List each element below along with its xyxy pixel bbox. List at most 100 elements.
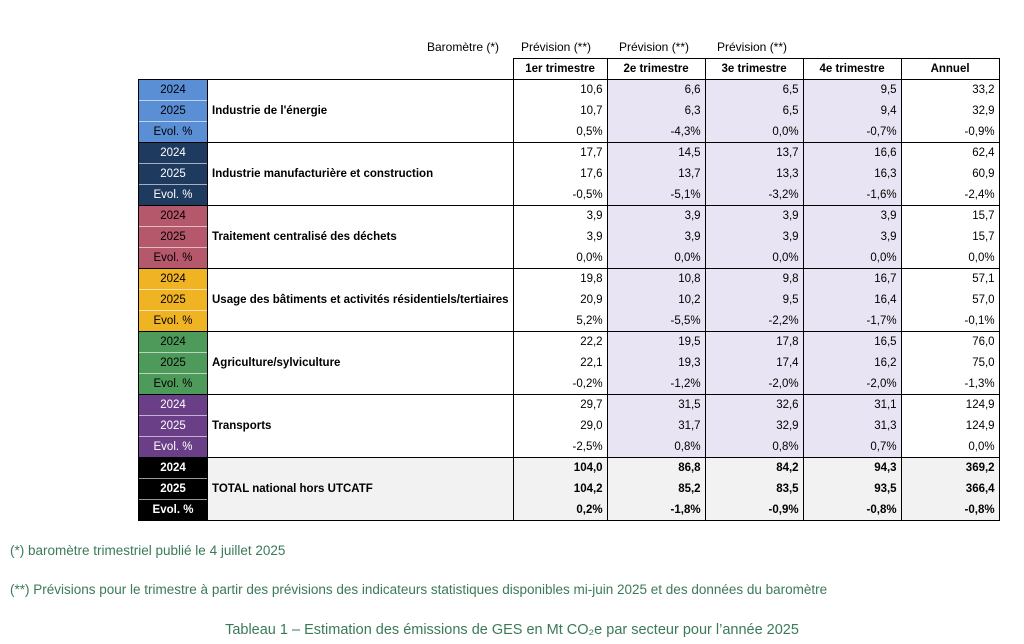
year-label: 2025 [138, 226, 208, 248]
value-cell: 10,6 [512, 79, 608, 101]
year-label: 2024 [138, 79, 208, 101]
value-cell: -0,9% [900, 121, 1000, 143]
table-row: Evol. % -0,5% -5,1% -3,2% -1,6% -2,4% [138, 184, 1000, 206]
value-cell: -0,7% [802, 121, 902, 143]
value-cell: 3,9 [512, 226, 608, 248]
value-cell: -1,7% [802, 310, 902, 332]
sector-name: Usage des bâtiments et activités résiden… [207, 268, 514, 332]
value-cell: 6,6 [606, 79, 706, 101]
year-label: Evol. % [138, 121, 208, 143]
value-cell: 3,9 [802, 205, 902, 227]
value-cell: 9,5 [704, 289, 804, 311]
value-cell: 5,2% [512, 310, 608, 332]
footnote-prevision: (**) Prévisions pour le trimestre à part… [10, 582, 828, 597]
value-cell: -1,3% [900, 373, 1000, 395]
top-header-4: Prévision (**) [717, 40, 788, 54]
top-header-1: Baromètre (*) [427, 40, 500, 54]
value-cell: -5,5% [606, 310, 706, 332]
blank-header-cell [139, 59, 208, 80]
value-cell: 13,7 [704, 142, 804, 164]
value-cell: 57,1 [900, 268, 1000, 290]
table-row: 2024 Transports 29,7 31,5 32,6 31,1 124,9 [138, 394, 1000, 458]
value-cell: 86,8 [606, 457, 706, 479]
table-row: 2024 TOTAL national hors UTCATF 104,0 86,8 8… [138, 457, 1000, 521]
value-cell: 6,3 [606, 100, 706, 122]
value-cell: 13,7 [606, 163, 706, 185]
value-cell: 0,0% [900, 436, 1000, 458]
year-label: 2025 [138, 100, 208, 122]
value-cell: 3,9 [704, 205, 804, 227]
year-label: 2024 [138, 142, 208, 164]
value-cell: 10,7 [512, 100, 608, 122]
value-cell: 31,1 [802, 394, 902, 416]
value-cell: 60,9 [900, 163, 1000, 185]
year-label: 2025 [138, 478, 208, 500]
value-cell: 104,2 [512, 478, 608, 500]
col-header: 2e trimestre [606, 58, 706, 80]
year-label: 2024 [138, 205, 208, 227]
value-cell: 9,4 [802, 100, 902, 122]
sector-name: Transports [207, 394, 514, 458]
value-cell: 19,5 [606, 331, 706, 353]
value-cell: 32,9 [704, 415, 804, 437]
value-cell: 9,5 [802, 79, 902, 101]
footnote-barometre: (*) baromètre trimestriel publié le 4 ju… [10, 543, 286, 558]
table-row: Evol. % 0,0% 0,0% 0,0% 0,0% 0,0% [138, 247, 1000, 269]
value-cell: -2,5% [512, 436, 608, 458]
value-cell: 16,3 [802, 163, 902, 185]
value-cell: 31,7 [606, 415, 706, 437]
value-cell: 33,2 [900, 79, 1000, 101]
value-cell: 0,5% [512, 121, 608, 143]
value-cell: 124,9 [900, 394, 1000, 416]
emissions-table-body: 1er trimestre 2e trimestre 3e trimestre … [138, 58, 1000, 521]
value-cell: 16,5 [802, 331, 902, 353]
value-cell: 29,0 [512, 415, 608, 437]
value-cell: 0,0% [704, 247, 804, 269]
value-cell: 0,2% [512, 499, 608, 521]
table-row: 2024 Agriculture/sylviculture 22,2 19,5 17,8… [138, 331, 1000, 395]
table-row: 2025 20,9 10,2 9,5 16,4 57,0 [138, 289, 1000, 311]
value-cell: 0,8% [704, 436, 804, 458]
table-row: 2025 17,6 13,7 13,3 16,3 60,9 [138, 163, 1000, 185]
value-cell: 85,2 [606, 478, 706, 500]
value-cell: 31,3 [802, 415, 902, 437]
value-cell: 0,7% [802, 436, 902, 458]
col-header: 3e trimestre [704, 58, 804, 80]
value-cell: 32,6 [704, 394, 804, 416]
year-label: 2024 [138, 394, 208, 416]
top-header-2: Prévision (**) [521, 40, 592, 54]
value-cell: 17,7 [512, 142, 608, 164]
value-cell: 10,8 [606, 268, 706, 290]
value-cell: 75,0 [900, 352, 1000, 374]
value-cell: 16,6 [802, 142, 902, 164]
table-row: Evol. % -0,2% -1,2% -2,0% -2,0% -1,3% [138, 373, 1000, 395]
year-label: Evol. % [138, 373, 208, 395]
year-label: Evol. % [138, 184, 208, 206]
value-cell: -1,6% [802, 184, 902, 206]
value-cell: -2,0% [704, 373, 804, 395]
value-cell: 14,5 [606, 142, 706, 164]
table-row: 2024 Usage des bâtiments et activités rés… [138, 268, 1000, 332]
value-cell: -1,8% [606, 499, 706, 521]
year-label: Evol. % [138, 499, 208, 521]
value-cell: 94,3 [802, 457, 902, 479]
table-row: 2025 29,0 31,7 32,9 31,3 124,9 [138, 415, 1000, 437]
value-cell: 366,4 [900, 478, 1000, 500]
value-cell: 31,5 [606, 394, 706, 416]
value-cell: -0,1% [900, 310, 1000, 332]
table-row: 2024 Traitement centralisé des déchets 3,9… [138, 205, 1000, 269]
year-label: 2024 [138, 457, 208, 479]
value-cell: 20,9 [512, 289, 608, 311]
sector-name: Industrie de l'énergie [207, 79, 514, 143]
column-header-row: 1er trimestre 2e trimestre 3e trimestre … [139, 58, 1000, 80]
value-cell: 369,2 [900, 457, 1000, 479]
value-cell: 0,8% [606, 436, 706, 458]
year-label: Evol. % [138, 310, 208, 332]
value-cell: -0,5% [512, 184, 608, 206]
value-cell: -3,2% [704, 184, 804, 206]
value-cell: 22,2 [512, 331, 608, 353]
table-row: 2025 10,7 6,3 6,5 9,4 32,9 [138, 100, 1000, 122]
year-label: 2024 [138, 331, 208, 353]
year-label: 2025 [138, 415, 208, 437]
year-label: Evol. % [138, 436, 208, 458]
